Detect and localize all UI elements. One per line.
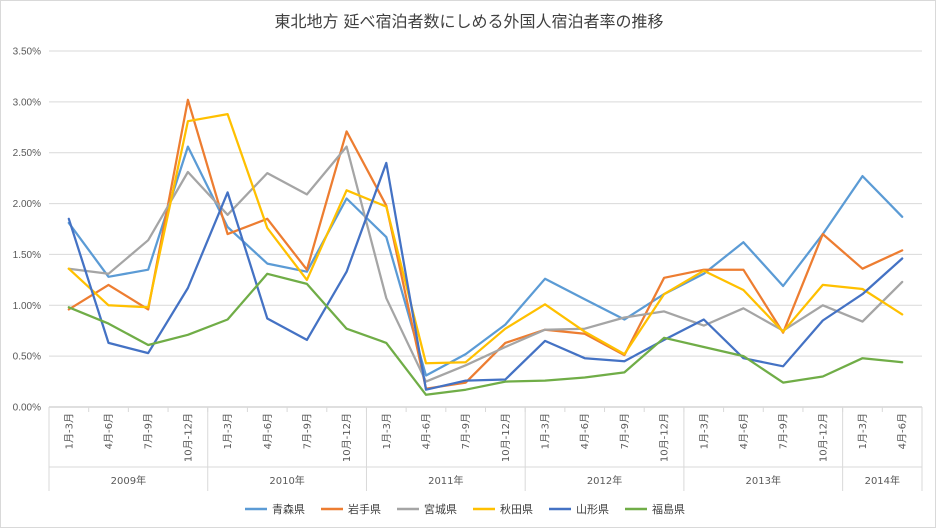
x-tick-label: 1月-3月 xyxy=(222,413,234,449)
series-line-2 xyxy=(67,98,904,390)
x-tick-label: 10月-12月 xyxy=(182,413,194,462)
x-tick-label: 4月-6月 xyxy=(103,413,115,449)
series-line-6 xyxy=(67,272,904,396)
x-group-label: 2010年 xyxy=(269,474,304,487)
series-line-1 xyxy=(67,145,904,377)
series-line-3 xyxy=(67,145,904,383)
x-tick-label: 4月-6月 xyxy=(262,413,274,449)
y-axis: 0.00% 0.50% 1.00% 1.50% 2.00% 2.50% 3.00% 3.50% xyxy=(13,47,41,414)
x-tick-label: 1月-3月 xyxy=(698,413,710,449)
legend-label: 青森県 xyxy=(272,502,305,516)
y-tick-label: 2.50% xyxy=(13,148,41,159)
y-tick-label: 1.00% xyxy=(13,301,41,312)
legend-label: 岩手県 xyxy=(348,502,381,516)
x-tick-label: 7月-9月 xyxy=(619,413,631,449)
x-tick-label: 10月-12月 xyxy=(817,413,829,462)
x-tick-label: 4月-6月 xyxy=(420,413,432,449)
x-tick-label: 7月-9月 xyxy=(778,413,790,449)
legend-label: 山形県 xyxy=(576,503,609,516)
x-group-label: 2013年 xyxy=(746,474,781,487)
x-tick-label: 7月-9月 xyxy=(143,413,155,449)
series-line-4 xyxy=(67,112,904,365)
x-group-label: 2011年 xyxy=(428,474,463,487)
series-line-5 xyxy=(67,161,904,391)
x-axis: 1月-3月 4月-6月 7月-9月 10月-12月 1月-3月 4月-6月 7月-9月 10月… xyxy=(48,407,923,491)
x-tick-label: 7月-9月 xyxy=(301,413,313,449)
x-group-label: 2009年 xyxy=(111,474,146,487)
y-tick-label: 0.00% xyxy=(13,403,41,414)
x-tick-label: 4月-6月 xyxy=(738,413,750,449)
y-tick-label: 1.50% xyxy=(13,250,41,261)
y-tick-label: 3.50% xyxy=(13,47,41,58)
gridlines xyxy=(49,50,922,408)
x-tick-label: 4月-6月 xyxy=(579,413,591,449)
x-tick-label: 1月-3月 xyxy=(381,413,393,449)
y-tick-label: 0.50% xyxy=(13,352,41,363)
x-tick-label: 4月-6月 xyxy=(897,413,909,449)
x-tick-label: 10月-12月 xyxy=(500,413,512,462)
chart-title: 東北地方 延べ宿泊者数にしめる外国人宿泊者率の推移 xyxy=(274,12,663,31)
legend-label: 福島県 xyxy=(652,502,685,516)
legend-label: 宮城県 xyxy=(424,502,457,516)
series-lines xyxy=(67,98,904,396)
x-tick-label: 10月-12月 xyxy=(341,413,353,462)
x-tick-label: 7月-9月 xyxy=(460,413,472,449)
x-tick-label: 1月-3月 xyxy=(63,413,75,449)
y-tick-label: 3.00% xyxy=(13,97,41,108)
legend-label: 秋田県 xyxy=(500,502,533,516)
legend: 青森県 岩手県 宮城県 秋田県 山形県 福島県 xyxy=(245,502,685,516)
x-tick-label: 10月-12月 xyxy=(659,413,671,462)
x-group-label: 2012年 xyxy=(587,474,622,487)
x-tick-label: 1月-3月 xyxy=(540,413,552,449)
x-group-label: 2014年 xyxy=(865,474,900,487)
y-tick-label: 2.00% xyxy=(13,199,41,210)
x-tick-label: 1月-3月 xyxy=(857,413,869,449)
